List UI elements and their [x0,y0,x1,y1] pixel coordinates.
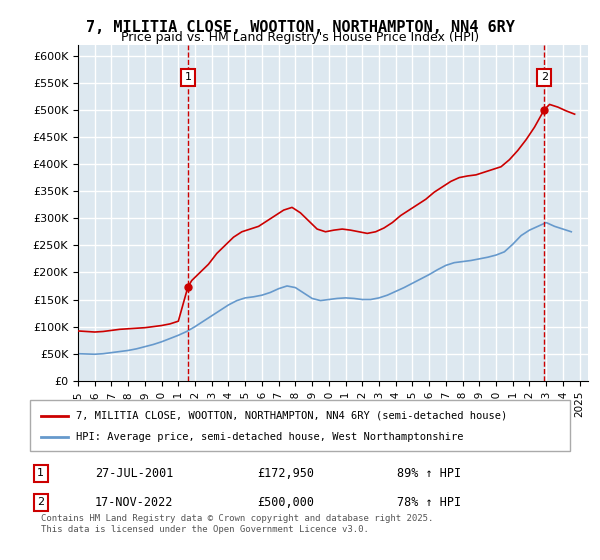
Text: Price paid vs. HM Land Registry's House Price Index (HPI): Price paid vs. HM Land Registry's House … [121,31,479,44]
Text: 7, MILITIA CLOSE, WOOTTON, NORTHAMPTON, NN4 6RY (semi-detached house): 7, MILITIA CLOSE, WOOTTON, NORTHAMPTON, … [76,410,507,421]
Text: £172,950: £172,950 [257,467,314,480]
Text: 27-JUL-2001: 27-JUL-2001 [95,467,173,480]
Text: 17-NOV-2022: 17-NOV-2022 [95,496,173,509]
Text: 1: 1 [184,72,191,82]
Text: 78% ↑ HPI: 78% ↑ HPI [397,496,461,509]
Text: 7, MILITIA CLOSE, WOOTTON, NORTHAMPTON, NN4 6RY: 7, MILITIA CLOSE, WOOTTON, NORTHAMPTON, … [86,20,514,35]
FancyBboxPatch shape [30,400,570,451]
Text: 2: 2 [37,497,44,507]
Text: 89% ↑ HPI: 89% ↑ HPI [397,467,461,480]
Text: Contains HM Land Registry data © Crown copyright and database right 2025.
This d: Contains HM Land Registry data © Crown c… [41,514,433,534]
Text: 2: 2 [541,72,548,82]
Text: £500,000: £500,000 [257,496,314,509]
Text: 1: 1 [37,468,44,478]
Text: HPI: Average price, semi-detached house, West Northamptonshire: HPI: Average price, semi-detached house,… [76,432,463,442]
